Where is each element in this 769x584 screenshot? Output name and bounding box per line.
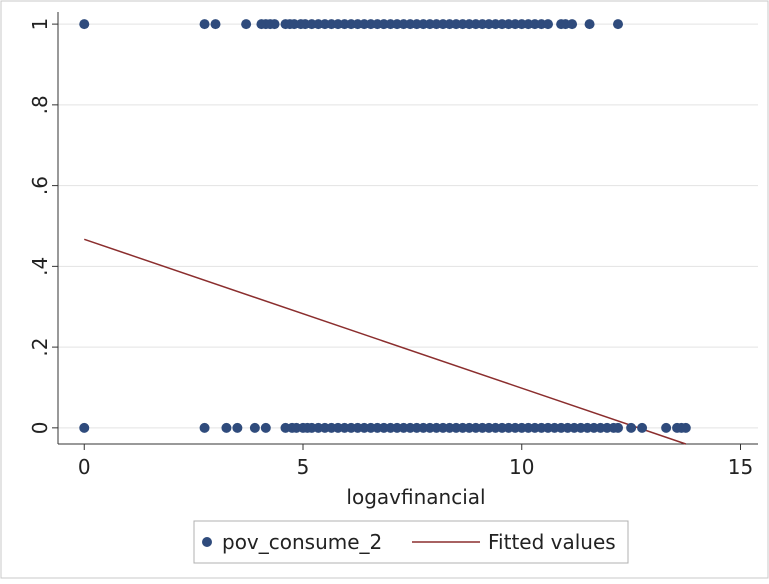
scatter-point xyxy=(613,19,623,30)
y-tick-label: 1 xyxy=(28,18,52,31)
scatter-point xyxy=(613,422,623,433)
scatter-point xyxy=(269,19,280,30)
x-tick-label: 10 xyxy=(509,455,534,479)
x-tick-label: 15 xyxy=(728,455,753,479)
scatter-point xyxy=(584,19,595,30)
scatter-point xyxy=(637,422,648,433)
fitted-values-line xyxy=(84,238,687,445)
y-tick-label: .6 xyxy=(28,176,52,195)
y-tick-label: .2 xyxy=(28,338,52,357)
legend: pov_consume_2 Fitted values xyxy=(193,520,629,564)
legend-label-fitted-values: Fitted values xyxy=(488,530,616,554)
scatter-point xyxy=(79,19,90,30)
x-axis-label: logavfinancial xyxy=(346,485,485,509)
legend-label-pov-consume-2: pov_consume_2 xyxy=(222,530,382,554)
scatter-point xyxy=(661,422,672,433)
x-tick-label: 5 xyxy=(297,455,310,479)
scatter-point xyxy=(241,19,252,30)
scatter-point xyxy=(232,422,243,433)
y-axis-ticks: 0 .2 .4 .6 .8 1 xyxy=(28,18,58,434)
scatter-point xyxy=(79,422,90,433)
x-tick-label: 0 xyxy=(78,455,91,479)
y-tick-label: .4 xyxy=(28,257,52,276)
legend-box xyxy=(193,520,629,564)
legend-marker-pov-consume-2 xyxy=(202,537,212,547)
scatter-point xyxy=(249,422,260,433)
scatter-point xyxy=(221,422,232,433)
scatter-point xyxy=(199,422,210,433)
scatter-points xyxy=(79,19,691,433)
scatter-point xyxy=(210,19,221,30)
y-tick-label: .8 xyxy=(28,95,52,114)
plot-area xyxy=(58,12,758,444)
scatter-point xyxy=(680,422,691,433)
x-axis-ticks: 0 5 10 15 xyxy=(78,444,753,479)
scatter-point xyxy=(626,422,637,433)
scatter-point xyxy=(260,422,271,433)
scatter-point xyxy=(543,19,553,30)
y-tick-label: 0 xyxy=(28,421,52,434)
scatter-point xyxy=(567,19,578,30)
fitted-line-layer xyxy=(84,238,687,445)
scatter-point xyxy=(199,19,210,30)
